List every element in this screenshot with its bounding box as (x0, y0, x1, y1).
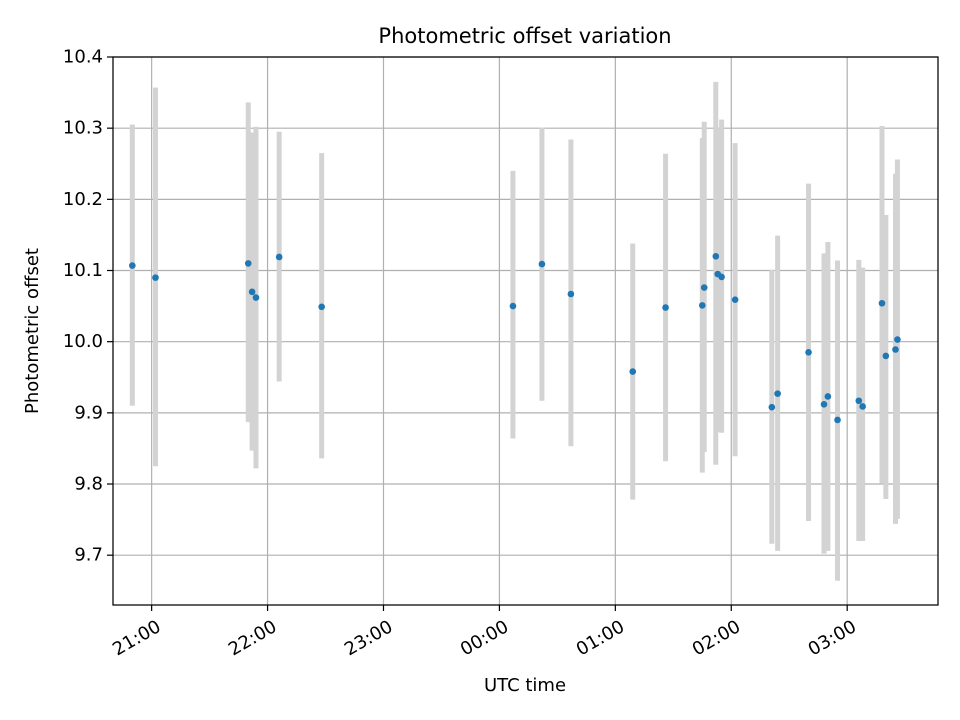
data-point (774, 390, 781, 397)
data-point (698, 302, 706, 309)
y-axis-title: Photometric offset (22, 248, 43, 414)
y-tick-label: 10.3 (63, 118, 103, 139)
data-point (318, 303, 325, 311)
data-point (629, 368, 637, 375)
data-point (567, 290, 575, 298)
data-point (538, 260, 546, 268)
y-tick-label: 10.4 (63, 47, 103, 68)
data-point (700, 284, 708, 291)
data-point (878, 299, 886, 307)
data-point (252, 294, 260, 301)
y-tick-label: 9.8 (74, 474, 103, 495)
data-point (244, 260, 252, 267)
data-point (768, 403, 776, 411)
x-axis-title: UTC time (484, 675, 566, 696)
data-point (855, 397, 863, 405)
y-tick-label: 9.7 (74, 545, 103, 566)
data-point (820, 401, 828, 408)
data-point (805, 349, 812, 356)
data-point (129, 262, 136, 269)
data-point (662, 304, 669, 311)
chart-title: Photometric offset variation (378, 24, 671, 48)
y-tick-label: 10.1 (63, 260, 103, 281)
plot-area-frame (112, 56, 939, 606)
data-point (859, 403, 866, 410)
data-point (892, 346, 899, 353)
data-point (152, 274, 159, 281)
y-tick-label: 10.2 (63, 189, 103, 210)
data-point (509, 302, 517, 310)
data-point (275, 253, 283, 261)
data-point (712, 252, 720, 260)
y-axis-ticks: 9.7 9.8 9.9 10.0 10.1 10.2 10.3 10.4 (63, 47, 113, 566)
y-tick-label: 9.9 (74, 402, 103, 423)
data-point (882, 352, 890, 360)
data-point (718, 273, 725, 281)
data-point (248, 288, 256, 296)
data-point (824, 393, 832, 400)
data-points (129, 252, 901, 424)
data-point (894, 336, 901, 343)
data-point (834, 416, 841, 424)
data-point (731, 296, 739, 303)
y-tick-label: 10.0 (63, 331, 103, 352)
